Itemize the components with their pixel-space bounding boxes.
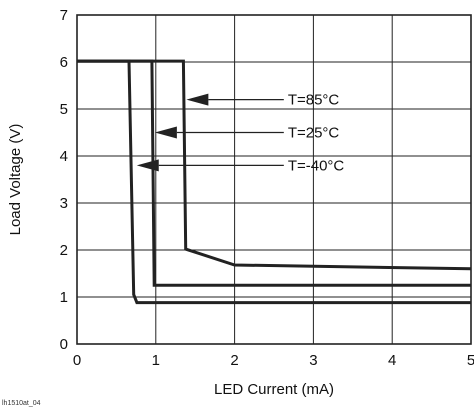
y-axis-label: Load Voltage (V): [7, 124, 24, 236]
series-line-2: [77, 59, 471, 305]
annotation-label-2: T=-40°C: [288, 157, 345, 174]
annotation-label-1: T=25°C: [288, 125, 340, 142]
x-tick-label: 0: [73, 352, 81, 369]
grid-layer: [77, 15, 471, 344]
x-axis-label: LED Current (mA): [214, 381, 334, 398]
annotation-arrowhead-2: [136, 159, 159, 172]
annotations: T=85°C T=25°C T=-40°C: [136, 92, 345, 174]
x-tick-label: 5: [467, 352, 474, 369]
y-tick-label: 4: [60, 148, 68, 165]
annotation-arrowhead-1: [154, 126, 177, 139]
annotation-arrowhead-0: [186, 93, 209, 106]
y-tick-label: 0: [60, 336, 68, 353]
y-tick-label: 1: [60, 289, 68, 306]
y-tick-label: 7: [60, 7, 68, 24]
x-tick-label: 4: [388, 352, 396, 369]
x-tick-labels: 0 1 2 3 4 5: [73, 352, 474, 369]
annotation-label-0: T=85°C: [288, 92, 340, 109]
plot-frame: [76, 14, 472, 345]
series-line-1: [77, 59, 471, 287]
x-tick-label: 2: [230, 352, 238, 369]
x-tick-label: 1: [152, 352, 160, 369]
series-layer: [77, 59, 472, 305]
y-tick-labels: 0 1 2 3 4 5 6 7: [60, 7, 68, 353]
y-tick-label: 6: [60, 54, 68, 71]
y-tick-label: 3: [60, 195, 68, 212]
figure-id: lh1510at_04: [2, 400, 41, 407]
y-tick-label: 2: [60, 242, 68, 259]
x-tick-label: 3: [309, 352, 317, 369]
y-tick-label: 5: [60, 101, 68, 118]
